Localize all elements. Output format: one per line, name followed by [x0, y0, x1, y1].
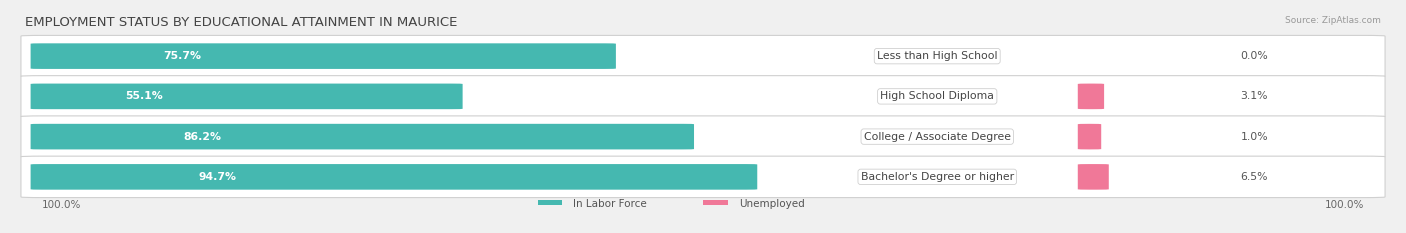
FancyBboxPatch shape	[703, 200, 728, 209]
Text: 75.7%: 75.7%	[163, 51, 201, 61]
FancyBboxPatch shape	[1078, 84, 1104, 109]
Text: 55.1%: 55.1%	[125, 91, 163, 101]
Text: 100.0%: 100.0%	[1324, 200, 1364, 210]
Text: 6.5%: 6.5%	[1240, 172, 1268, 182]
FancyBboxPatch shape	[21, 76, 1385, 117]
Text: Less than High School: Less than High School	[877, 51, 997, 61]
FancyBboxPatch shape	[31, 43, 616, 69]
FancyBboxPatch shape	[1078, 124, 1101, 149]
FancyBboxPatch shape	[21, 156, 1385, 198]
Text: 94.7%: 94.7%	[198, 172, 236, 182]
FancyBboxPatch shape	[21, 116, 1385, 157]
Text: High School Diploma: High School Diploma	[880, 91, 994, 101]
Text: Unemployed: Unemployed	[738, 199, 804, 209]
FancyBboxPatch shape	[31, 164, 758, 190]
Text: 100.0%: 100.0%	[42, 200, 82, 210]
Text: Source: ZipAtlas.com: Source: ZipAtlas.com	[1285, 16, 1381, 25]
Text: College / Associate Degree: College / Associate Degree	[863, 132, 1011, 142]
Text: 3.1%: 3.1%	[1240, 91, 1268, 101]
FancyBboxPatch shape	[21, 35, 1385, 77]
Text: Bachelor's Degree or higher: Bachelor's Degree or higher	[860, 172, 1014, 182]
Text: 0.0%: 0.0%	[1240, 51, 1268, 61]
FancyBboxPatch shape	[31, 124, 695, 149]
FancyBboxPatch shape	[1078, 164, 1109, 190]
FancyBboxPatch shape	[537, 200, 562, 209]
FancyBboxPatch shape	[31, 84, 463, 109]
Text: In Labor Force: In Labor Force	[574, 199, 647, 209]
Text: 86.2%: 86.2%	[183, 132, 221, 142]
Text: 1.0%: 1.0%	[1240, 132, 1268, 142]
Text: EMPLOYMENT STATUS BY EDUCATIONAL ATTAINMENT IN MAURICE: EMPLOYMENT STATUS BY EDUCATIONAL ATTAINM…	[25, 16, 458, 29]
